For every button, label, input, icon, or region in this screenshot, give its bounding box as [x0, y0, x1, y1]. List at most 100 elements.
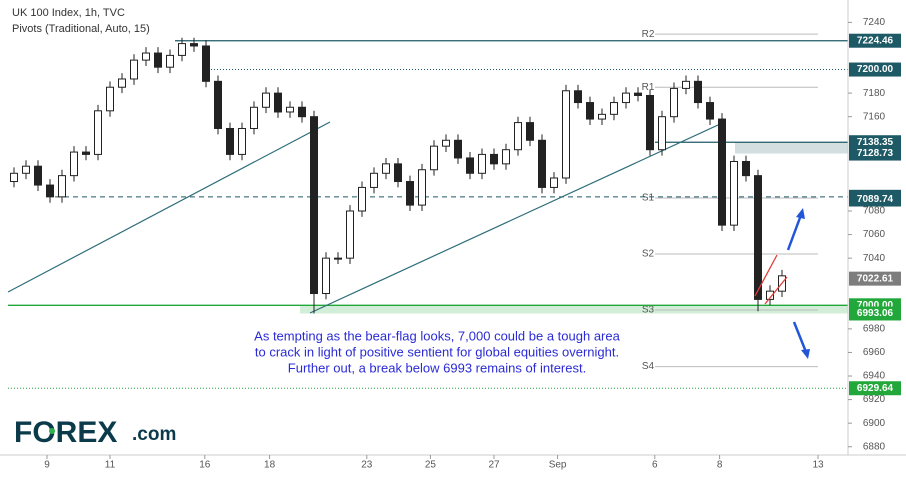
- candle-body: [538, 139, 546, 188]
- y-tick-label: 6900: [863, 418, 886, 429]
- candle-body: [610, 102, 618, 115]
- candle-body: [250, 106, 258, 129]
- pivot-label: S3: [642, 305, 655, 316]
- arrow-head: [796, 208, 805, 219]
- candle-body: [286, 106, 294, 113]
- candle-body: [190, 43, 198, 47]
- candle-body: [226, 127, 234, 155]
- candle-body: [94, 110, 102, 155]
- candle-body: [754, 175, 762, 300]
- y-tick-label: 7240: [863, 17, 886, 28]
- candle-body: [274, 92, 282, 113]
- candle-body: [58, 175, 66, 198]
- candle-body: [322, 257, 330, 295]
- x-tick-label: 9: [44, 460, 50, 471]
- candle-body: [310, 116, 318, 295]
- level-tag: [849, 135, 901, 150]
- candle-body: [442, 139, 450, 147]
- y-tick-label: 7040: [863, 253, 886, 264]
- candle-body: [478, 153, 486, 174]
- y-tick-label: 7080: [863, 206, 886, 217]
- y-tick-label: 7180: [863, 88, 886, 99]
- level-tag: [849, 306, 901, 321]
- level-label: 7089.74: [857, 194, 894, 205]
- annotation: to crack in light of positive sentient f…: [255, 344, 619, 359]
- candle-body: [634, 92, 642, 96]
- candle-body: [718, 118, 726, 226]
- level-label: 7022.61: [857, 273, 894, 284]
- candle-body: [682, 80, 690, 89]
- y-tick-label: 7060: [863, 229, 886, 240]
- candle-body: [142, 52, 150, 61]
- trendline: [309, 124, 719, 314]
- candle-body: [694, 80, 702, 104]
- candle-body: [490, 153, 498, 165]
- x-tick-label: 13: [812, 460, 824, 471]
- level-tag: [849, 62, 901, 77]
- x-tick-label: 18: [264, 460, 276, 471]
- candle-body: [466, 157, 474, 174]
- level-zone: [300, 305, 848, 314]
- candle-body: [730, 160, 738, 226]
- x-tick-label: 6: [652, 460, 658, 471]
- candle-body: [658, 116, 666, 151]
- level-tag: [849, 381, 901, 396]
- y-tick-label: 6980: [863, 324, 886, 335]
- candle-body: [406, 181, 414, 206]
- level-label: 7128.73: [857, 148, 894, 159]
- annotation: Further out, a break below 6993 remains …: [288, 360, 586, 375]
- x-tick-label: Sep: [549, 460, 567, 471]
- candle-body: [622, 92, 630, 104]
- level-tag: [849, 192, 901, 207]
- arrow-up: [786, 214, 803, 251]
- pivot-label: S1: [642, 193, 655, 204]
- candle-body: [10, 172, 18, 183]
- y-tick-label: 6880: [863, 441, 886, 452]
- candle-body: [22, 165, 30, 174]
- candle-body: [202, 45, 210, 82]
- flag-line: [764, 276, 788, 305]
- x-tick-label: 27: [488, 460, 500, 471]
- candle-body: [334, 257, 342, 260]
- candle-body: [262, 92, 270, 108]
- level-label: 7000.00: [857, 300, 894, 311]
- pivot-label: S4: [642, 361, 655, 372]
- candle-body: [298, 106, 306, 118]
- candle-body: [214, 80, 222, 129]
- level-tag: [849, 33, 901, 48]
- candle-body: [454, 139, 462, 159]
- candle-body: [550, 177, 558, 188]
- x-tick-label: 16: [199, 460, 211, 471]
- candle-body: [70, 151, 78, 177]
- level-label: 7200.00: [857, 64, 894, 75]
- candle-body: [238, 127, 246, 155]
- level-zone: [735, 142, 848, 154]
- x-tick-label: 23: [361, 460, 373, 471]
- candle-body: [526, 122, 534, 141]
- candle-body: [574, 90, 582, 104]
- x-tick-label: 8: [717, 460, 723, 471]
- candle-body: [742, 160, 750, 177]
- y-tick-label: 7160: [863, 111, 886, 122]
- candle-body: [382, 163, 390, 174]
- arrow-head: [801, 349, 810, 359]
- x-tick-label: 25: [425, 460, 437, 471]
- pivot-label: R2: [642, 29, 655, 40]
- candle-body: [502, 149, 510, 165]
- y-tick-label: 6920: [863, 394, 886, 405]
- chart-subtitle: Pivots (Traditional, Auto, 15): [12, 23, 150, 35]
- logo-brand: FOREX: [14, 416, 117, 449]
- candle-body: [646, 94, 654, 151]
- pivot-label: R1: [642, 82, 655, 93]
- logo-suffix: .com: [132, 424, 176, 445]
- level-label: 6929.64: [857, 383, 894, 394]
- logo-ring: [49, 428, 55, 434]
- candle-body: [178, 43, 186, 56]
- x-tick-label: 11: [105, 460, 116, 471]
- candle-body: [706, 102, 714, 120]
- candle-body: [598, 113, 606, 120]
- candle-body: [562, 90, 570, 179]
- arrow-down: [792, 321, 808, 353]
- pivot-label: S2: [642, 249, 655, 260]
- candle-body: [130, 59, 138, 80]
